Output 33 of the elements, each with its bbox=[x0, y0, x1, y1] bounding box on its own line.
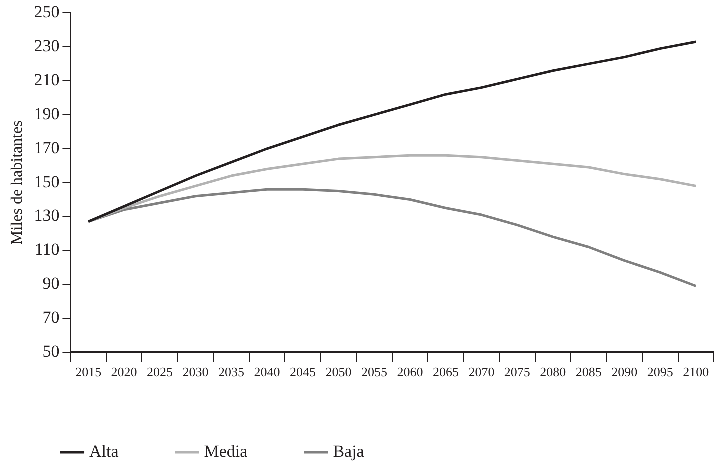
y-tick-label: 90 bbox=[42, 274, 60, 294]
x-tick-label: 2075 bbox=[504, 364, 530, 380]
x-tick-label: 2020 bbox=[111, 364, 138, 380]
x-tick-label: 2025 bbox=[147, 364, 174, 380]
y-tick-label: 110 bbox=[34, 240, 60, 260]
x-tick-label: 2080 bbox=[540, 364, 566, 380]
x-tick-label: 2070 bbox=[468, 364, 495, 380]
legend-label: Baja bbox=[333, 442, 365, 461]
x-tick-label: 2095 bbox=[647, 364, 674, 380]
y-tick-label: 190 bbox=[34, 104, 60, 124]
legend-label: Media bbox=[204, 442, 248, 461]
y-tick-label: 210 bbox=[34, 70, 60, 90]
y-tick-label: 70 bbox=[42, 308, 60, 327]
x-tick-label: 2035 bbox=[218, 364, 245, 380]
x-tick-label: 2015 bbox=[76, 364, 102, 380]
x-tick-label: 2030 bbox=[182, 364, 209, 380]
y-tick-label: 170 bbox=[34, 138, 60, 158]
x-tick-label: 2085 bbox=[576, 364, 602, 380]
legend-label: Alta bbox=[90, 442, 120, 461]
x-tick-label: 2055 bbox=[361, 364, 388, 380]
x-tick-label: 2090 bbox=[612, 364, 638, 380]
y-tick-label: 130 bbox=[34, 206, 60, 226]
y-tick-label: 150 bbox=[34, 172, 60, 192]
y-tick-label: 230 bbox=[34, 36, 60, 56]
x-tick-label: 2045 bbox=[290, 364, 316, 380]
y-axis-title: Miles de habitantes bbox=[8, 120, 26, 246]
x-tick-label: 2065 bbox=[432, 364, 459, 380]
x-tick-label: 2060 bbox=[397, 364, 424, 380]
y-tick-label: 50 bbox=[42, 342, 60, 361]
y-tick-label: 250 bbox=[34, 2, 60, 22]
x-tick-label: 2040 bbox=[254, 364, 280, 380]
x-tick-label: 2050 bbox=[326, 364, 352, 380]
x-tick-label: 2100 bbox=[683, 364, 710, 380]
